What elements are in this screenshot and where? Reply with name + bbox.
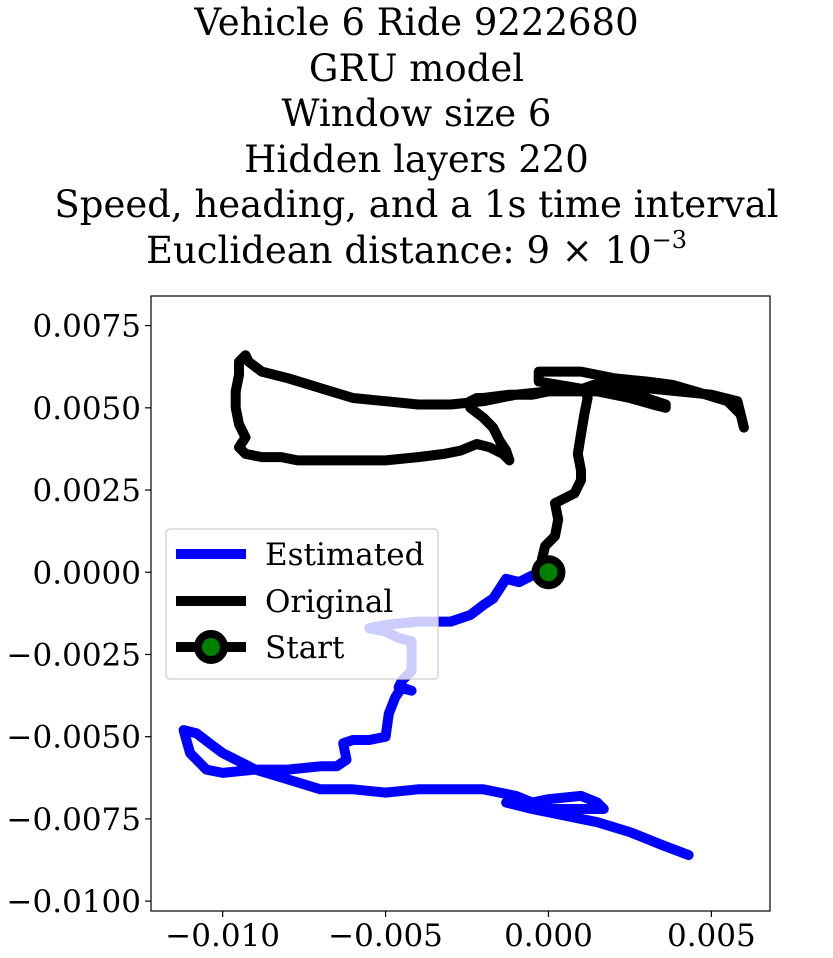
chart-title: Vehicle 6 Ride 9222680 GRU model Window … — [0, 0, 833, 273]
y-tick-label: 0.0000 — [33, 555, 141, 591]
legend-box — [165, 528, 439, 680]
title-line-5: Speed, heading, and a 1s time interval — [54, 183, 779, 226]
title-line-4: Hidden layers 220 — [244, 137, 589, 181]
title-line-6: Euclidean distance: 9 × 10−3 — [0, 228, 833, 274]
y-tick-label: −0.0050 — [7, 720, 141, 756]
y-tick-label: −0.0025 — [7, 637, 141, 673]
distance-text: Euclidean distance: 9 × 10 — [145, 228, 652, 272]
ticks-layer: −0.010 −0.005 0.000 0.005 0.0075 0.0050 0.0025… — [7, 309, 756, 954]
title-line-2: GRU model — [308, 46, 525, 90]
title-line-3: Window size 6 — [281, 92, 552, 135]
x-tick-label: 0.005 — [667, 918, 756, 954]
title-line-1: Vehicle 6 Ride 9222680 — [194, 1, 639, 44]
y-tick-label: 0.0075 — [33, 309, 141, 345]
legend-marker-start — [194, 630, 228, 664]
x-tick-label: −0.005 — [328, 918, 443, 954]
legend-label-original: Original — [265, 584, 393, 620]
legend: Estimated Original Start — [165, 528, 439, 680]
legend-label-start: Start — [265, 630, 345, 666]
y-tick-label: 0.0025 — [33, 473, 141, 509]
distance-exponent: −3 — [651, 225, 688, 254]
x-tick-label: −0.010 — [165, 918, 280, 954]
legend-label-estimated: Estimated — [265, 537, 424, 573]
x-tick-label: 0.000 — [504, 918, 593, 954]
y-tick-label: 0.0050 — [33, 391, 141, 427]
axes-frame — [150, 295, 771, 912]
y-tick-label: −0.0100 — [7, 884, 141, 920]
start-marker — [531, 555, 566, 590]
y-tick-label: −0.0075 — [7, 802, 141, 838]
series-line-original — [230, 350, 749, 578]
